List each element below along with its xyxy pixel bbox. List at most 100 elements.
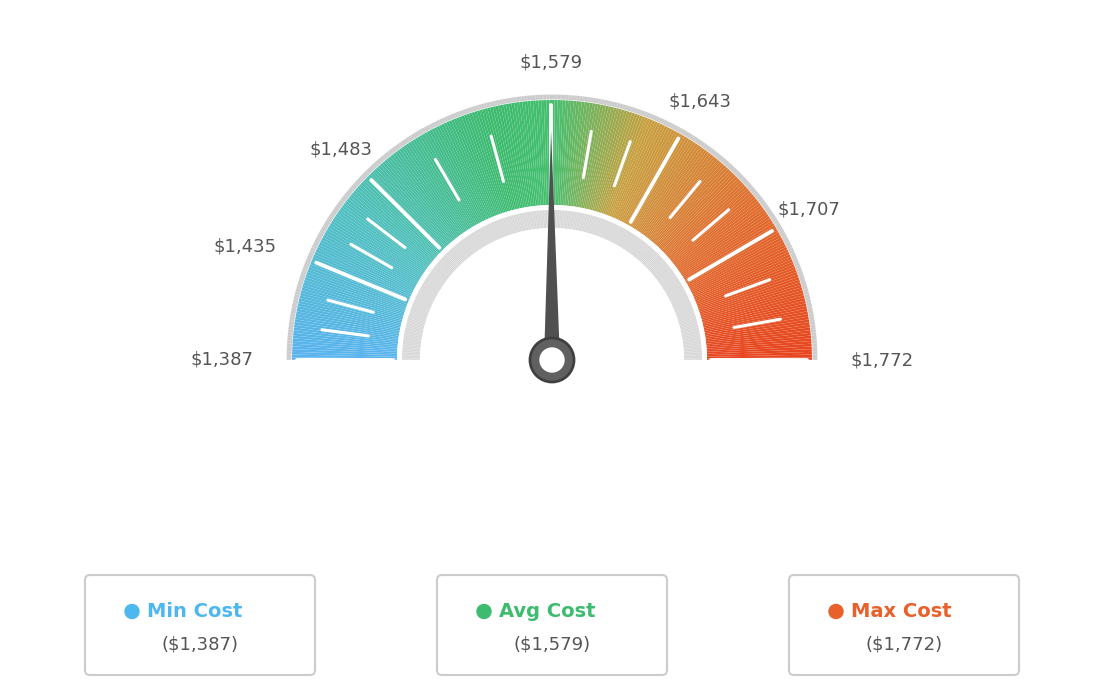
Wedge shape: [581, 214, 586, 231]
Wedge shape: [671, 195, 754, 262]
Wedge shape: [552, 210, 553, 228]
Wedge shape: [293, 341, 397, 351]
Wedge shape: [405, 326, 424, 331]
Wedge shape: [616, 124, 662, 219]
Wedge shape: [675, 304, 691, 311]
Wedge shape: [565, 211, 570, 229]
Wedge shape: [402, 352, 421, 355]
Wedge shape: [643, 250, 656, 265]
Wedge shape: [646, 153, 711, 237]
Wedge shape: [705, 322, 809, 339]
Wedge shape: [469, 112, 505, 213]
Wedge shape: [435, 266, 449, 278]
Text: Min Cost: Min Cost: [147, 602, 243, 621]
Wedge shape: [580, 213, 585, 231]
Wedge shape: [667, 186, 747, 257]
Wedge shape: [321, 237, 415, 288]
Wedge shape: [440, 259, 455, 272]
Wedge shape: [482, 109, 512, 210]
Wedge shape: [400, 148, 463, 235]
Wedge shape: [336, 214, 424, 274]
Wedge shape: [604, 222, 613, 239]
Wedge shape: [299, 295, 402, 323]
Wedge shape: [436, 126, 485, 221]
Wedge shape: [415, 137, 471, 228]
Wedge shape: [297, 306, 401, 329]
Wedge shape: [467, 114, 502, 214]
Wedge shape: [698, 269, 797, 308]
Wedge shape: [556, 100, 563, 205]
Wedge shape: [587, 215, 594, 233]
Wedge shape: [633, 241, 645, 257]
Wedge shape: [537, 210, 540, 228]
Wedge shape: [511, 103, 529, 207]
Wedge shape: [676, 203, 761, 268]
Wedge shape: [422, 284, 438, 294]
Wedge shape: [565, 101, 576, 206]
Wedge shape: [418, 290, 435, 300]
Wedge shape: [639, 145, 700, 233]
Wedge shape: [686, 228, 777, 282]
Wedge shape: [514, 102, 531, 207]
Wedge shape: [370, 172, 445, 249]
Text: $1,707: $1,707: [777, 200, 840, 218]
Wedge shape: [636, 142, 696, 231]
Wedge shape: [294, 328, 399, 342]
Wedge shape: [361, 182, 439, 255]
Wedge shape: [626, 236, 638, 252]
Wedge shape: [425, 279, 440, 290]
Wedge shape: [598, 219, 606, 237]
Wedge shape: [295, 317, 400, 336]
Wedge shape: [681, 331, 699, 335]
Wedge shape: [592, 109, 622, 210]
Wedge shape: [627, 237, 639, 253]
Wedge shape: [707, 352, 811, 357]
Wedge shape: [561, 210, 563, 228]
Wedge shape: [640, 146, 702, 234]
Wedge shape: [623, 233, 634, 249]
Wedge shape: [676, 308, 693, 315]
Polygon shape: [544, 130, 560, 360]
Wedge shape: [678, 317, 696, 323]
Wedge shape: [413, 304, 429, 311]
Wedge shape: [404, 337, 422, 341]
Wedge shape: [402, 355, 420, 357]
Wedge shape: [694, 257, 792, 300]
Wedge shape: [526, 212, 530, 230]
Wedge shape: [412, 305, 429, 313]
Wedge shape: [300, 293, 402, 322]
Wedge shape: [659, 172, 734, 249]
Wedge shape: [443, 256, 457, 270]
Wedge shape: [498, 105, 521, 208]
Wedge shape: [702, 298, 805, 324]
Wedge shape: [679, 319, 697, 326]
Wedge shape: [466, 236, 478, 252]
Wedge shape: [295, 319, 399, 337]
Wedge shape: [301, 288, 403, 318]
Wedge shape: [620, 127, 670, 222]
Wedge shape: [308, 267, 407, 306]
Wedge shape: [628, 238, 640, 253]
Circle shape: [530, 338, 574, 382]
Wedge shape: [314, 254, 411, 299]
Wedge shape: [413, 302, 431, 310]
Wedge shape: [682, 339, 701, 344]
Wedge shape: [704, 311, 808, 333]
Wedge shape: [423, 282, 439, 293]
Wedge shape: [340, 207, 426, 270]
Wedge shape: [404, 145, 465, 233]
Wedge shape: [556, 210, 559, 228]
Wedge shape: [683, 346, 701, 349]
Wedge shape: [669, 190, 751, 260]
Wedge shape: [478, 228, 488, 245]
Wedge shape: [627, 132, 680, 225]
Wedge shape: [586, 215, 593, 233]
Wedge shape: [480, 228, 489, 244]
Wedge shape: [492, 106, 518, 209]
Wedge shape: [616, 228, 626, 245]
Wedge shape: [583, 105, 606, 208]
Wedge shape: [563, 101, 574, 206]
Wedge shape: [455, 244, 468, 259]
Wedge shape: [591, 217, 597, 234]
Wedge shape: [330, 223, 421, 279]
